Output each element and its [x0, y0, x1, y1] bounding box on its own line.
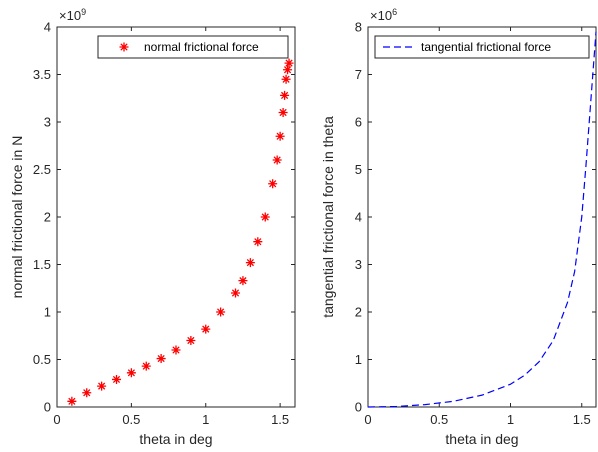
data-point-asterisk	[216, 307, 226, 317]
y-axis-label: normal frictional force in N	[9, 136, 25, 299]
data-point-asterisk	[171, 345, 181, 355]
data-point-asterisk	[283, 65, 293, 75]
y-tick-label: 3	[44, 115, 51, 130]
legend-marker-asterisk	[119, 42, 129, 52]
y-tick-label: 7	[355, 67, 362, 82]
y-tick-label: 8	[355, 20, 362, 35]
y-tick-label: 0	[44, 400, 51, 415]
y-tick-label: 5	[355, 162, 362, 177]
data-point-asterisk	[112, 374, 121, 384]
data-point-asterisk	[126, 368, 136, 378]
x-axis-label: theta in deg	[445, 431, 518, 447]
y-exponent-label: ×109	[59, 7, 86, 23]
y-tick-label: 2.5	[33, 162, 51, 177]
data-point-asterisk	[281, 74, 291, 84]
data-point-asterisk	[82, 388, 92, 398]
x-tick-label: 1	[507, 412, 514, 427]
y-tick-label: 0	[355, 400, 362, 415]
data-point-asterisk	[253, 237, 263, 247]
data-point-asterisk	[97, 381, 107, 391]
data-point-asterisk	[275, 131, 285, 141]
x-tick-label: 0.5	[430, 412, 448, 427]
x-tick-label: 1.5	[573, 412, 591, 427]
right-chart-panel: 0 0.5 1 1.5 0 1 2 3 4 5 6 7 8 ×106 theta in deg tangent…	[320, 7, 597, 447]
data-point-asterisk	[280, 90, 290, 100]
data-point-asterisk	[245, 258, 255, 268]
plot-area-frame	[367, 26, 597, 408]
y-tick-label: 2	[44, 210, 51, 225]
data-point-asterisk	[186, 336, 196, 345]
data-point-asterisk	[284, 58, 294, 68]
data-point-asterisk	[67, 396, 77, 406]
y-exponent-label: ×106	[370, 7, 397, 23]
x-axis-label: theta in deg	[139, 431, 212, 447]
left-chart-panel: 0 0.5 1 1.5 0 0.5 1 1.5 2 2.5 3 3.5 4 ×109 theta in de…	[9, 7, 296, 447]
y-tick-label: 0.5	[33, 352, 51, 367]
data-line-dashed	[367, 31, 597, 408]
data-point-asterisk	[201, 324, 211, 334]
x-tick-label: 1.5	[271, 412, 289, 427]
legend-box	[374, 35, 590, 59]
data-point-asterisk	[231, 288, 240, 298]
legend-box	[97, 35, 289, 59]
data-point-asterisk	[141, 361, 151, 371]
data-point-asterisk	[238, 276, 248, 286]
y-exponent-power: 6	[392, 7, 397, 17]
plot-area-frame	[56, 26, 296, 408]
legend-label: tangential frictional force	[421, 40, 551, 54]
x-tick-label: 1	[202, 412, 209, 427]
y-tick-label: 6	[355, 115, 362, 130]
y-tick-label: 3.5	[33, 67, 51, 82]
data-point-asterisk	[260, 212, 270, 222]
y-tick-label: 3	[355, 257, 362, 272]
x-tick-label: 0	[53, 412, 60, 427]
y-tick-label: 4	[44, 20, 51, 35]
y-tick-label: 4	[355, 210, 362, 225]
x-tick-label: 0	[364, 412, 371, 427]
y-tick-label: 2	[355, 305, 362, 320]
y-tick-label: 1	[355, 352, 362, 367]
y-exponent-power: 9	[81, 7, 86, 17]
y-axis-label: tangential frictional force in theta	[320, 116, 336, 318]
data-point-asterisk	[156, 354, 166, 364]
data-point-asterisk	[272, 155, 282, 165]
data-point-asterisk	[278, 108, 288, 117]
legend-label: normal frictional force	[144, 40, 259, 54]
y-tick-label: 1	[44, 305, 51, 320]
x-tick-label: 0.5	[122, 412, 140, 427]
data-point-asterisk	[268, 179, 278, 189]
y-tick-label: 1.5	[33, 257, 51, 272]
